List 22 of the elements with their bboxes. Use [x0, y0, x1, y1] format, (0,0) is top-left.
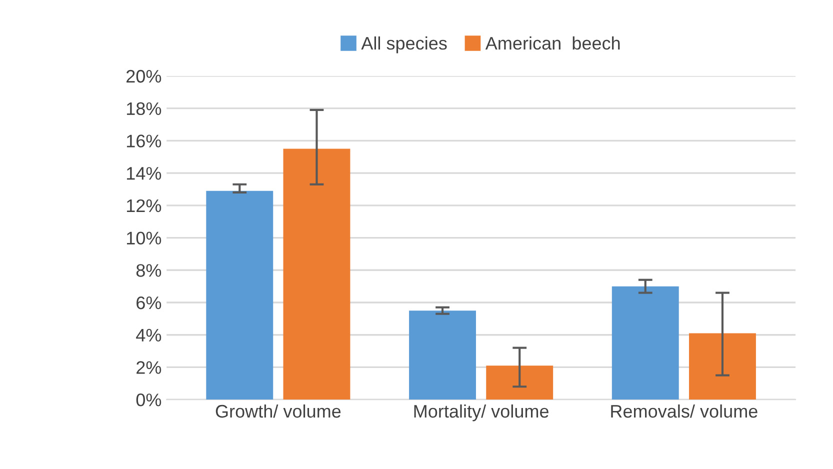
legend-label: American beech [485, 36, 620, 50]
y-tick-label: 14% [126, 167, 162, 180]
bar [689, 333, 756, 400]
y-tick-label: 18% [126, 102, 162, 116]
y-tick-label: 16% [126, 134, 162, 148]
x-tick-label: Removals/ volume [611, 404, 758, 418]
y-tick-label: 0% [136, 394, 162, 406]
bar [283, 148, 350, 400]
y-tick-label: 2% [136, 361, 162, 374]
y-tick-label: 12% [126, 199, 162, 212]
y-tick-label: 4% [136, 328, 162, 342]
bar [409, 310, 476, 400]
x-tick-label: Mortality/ volume [414, 404, 548, 422]
y-tick-label: 8% [136, 264, 162, 277]
y-tick-label: 20% [126, 70, 162, 83]
y-tick-label: 6% [136, 296, 162, 310]
bar [612, 286, 679, 400]
bar [486, 366, 554, 400]
y-tick-label: 10% [126, 232, 162, 245]
legend-label: All species [361, 36, 447, 54]
bar [206, 190, 274, 400]
x-tick-label: Growth/ volume [216, 404, 341, 418]
